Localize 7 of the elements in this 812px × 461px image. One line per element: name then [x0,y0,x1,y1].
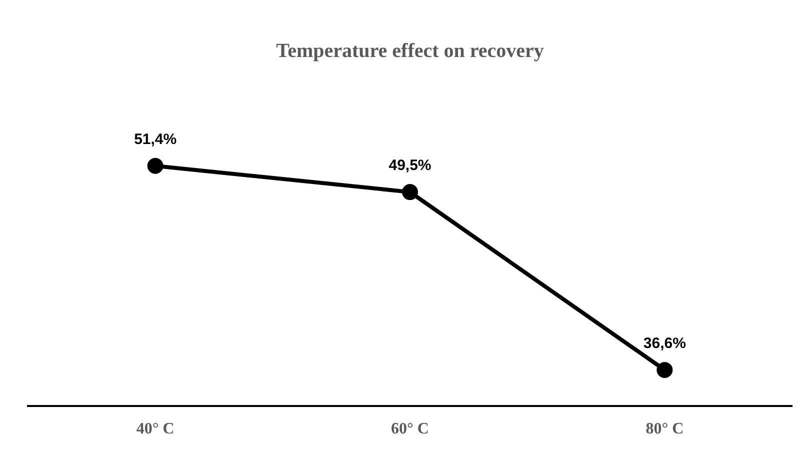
x-tick-label: 80° C [646,420,684,438]
data-label: 49,5% [388,157,432,174]
data-label: 51,4% [134,130,177,148]
data-label: 36,6% [643,335,686,352]
chart-title: Temperature effect on recovery [276,40,544,62]
x-tick-label: 60° C [391,420,429,438]
x-tick-label: 40° C [136,420,174,438]
